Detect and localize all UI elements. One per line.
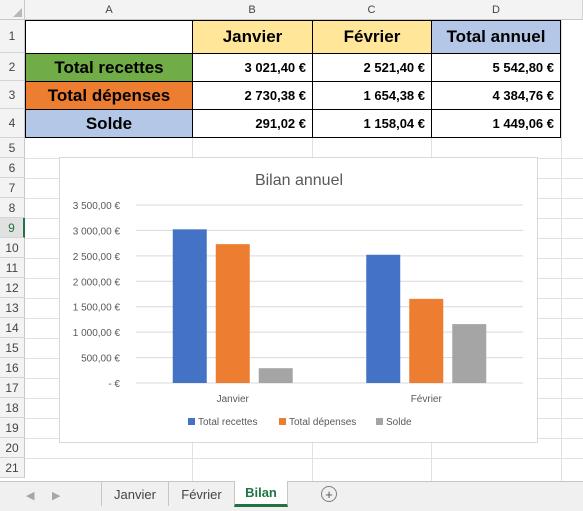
bar-solde-janvier[interactable]	[258, 368, 293, 383]
cell-D3[interactable]: 4 384,76 €	[431, 81, 561, 110]
cell-B4[interactable]: 291,02 €	[192, 109, 313, 138]
select-all-button[interactable]	[0, 0, 25, 20]
row-header-15[interactable]: 15	[0, 338, 25, 358]
legend-swatch	[279, 418, 286, 425]
header-total-annuel[interactable]: Total annuel	[431, 20, 561, 54]
tab-janvier[interactable]: Janvier	[101, 482, 168, 506]
row-header-17[interactable]: 17	[0, 378, 25, 398]
tab-bilan[interactable]: Bilan	[234, 481, 288, 507]
column-header-D[interactable]: D	[431, 0, 562, 20]
y-tick-label: 2 500,00 €	[73, 252, 121, 263]
row-header-16[interactable]: 16	[0, 358, 25, 378]
row-header-6[interactable]: 6	[0, 158, 25, 178]
cell-B3[interactable]: 2 730,38 €	[192, 81, 313, 110]
legend-label: Total dépenses	[289, 417, 356, 428]
row-header-10[interactable]: 10	[0, 238, 25, 258]
row-header-13[interactable]: 13	[0, 298, 25, 318]
row-header-14[interactable]: 14	[0, 318, 25, 338]
legend-swatch	[376, 418, 383, 425]
legend-swatch	[188, 418, 195, 425]
legend-label: Solde	[386, 417, 412, 428]
y-tick-label: 2 000,00 €	[73, 277, 121, 288]
row-header-20[interactable]: 20	[0, 438, 25, 458]
label-total-recettes[interactable]: Total recettes	[25, 53, 193, 82]
row-header-5[interactable]: 5	[0, 138, 25, 158]
bar-total-dépenses-janvier[interactable]	[215, 244, 250, 383]
y-tick-label: 1 000,00 €	[73, 328, 121, 339]
bar-solde-février[interactable]	[452, 324, 487, 383]
sheet-tab-bar: ◀ ▶ Janvier Février Bilan +	[0, 481, 583, 511]
row-header-11[interactable]: 11	[0, 258, 25, 278]
tab-fevrier[interactable]: Février	[168, 482, 234, 506]
header-fevrier[interactable]: Février	[312, 20, 432, 54]
plus-circle-icon[interactable]: +	[321, 486, 337, 502]
gridline	[25, 458, 583, 459]
cell-C3[interactable]: 1 654,38 €	[312, 81, 432, 110]
legend-label: Total recettes	[198, 417, 257, 428]
label-total-depenses[interactable]: Total dépenses	[25, 81, 193, 110]
cell-C4[interactable]: 1 158,04 €	[312, 109, 432, 138]
gridline	[561, 20, 562, 481]
cell-D4[interactable]: 1 449,06 €	[431, 109, 561, 138]
row-header-1[interactable]: 1	[0, 20, 25, 53]
row-header-4[interactable]: 4	[0, 109, 25, 138]
row-header-19[interactable]: 19	[0, 418, 25, 438]
column-header-extra[interactable]	[561, 0, 583, 20]
row-header-3[interactable]: 3	[0, 81, 25, 109]
row-header-12[interactable]: 12	[0, 278, 25, 298]
row-header-9[interactable]: 9	[0, 218, 25, 238]
cell-A1[interactable]	[25, 20, 193, 54]
y-tick-label: 500,00 €	[81, 354, 120, 365]
cell-C2[interactable]: 2 521,40 €	[312, 53, 432, 82]
x-tick-label: Février	[411, 394, 443, 405]
row-header-7[interactable]: 7	[0, 178, 25, 198]
chart-title: Bilan annuel	[255, 172, 343, 189]
header-janvier[interactable]: Janvier	[192, 20, 313, 54]
x-tick-label: Janvier	[217, 394, 250, 405]
y-tick-label: 3 000,00 €	[73, 226, 121, 237]
label-solde[interactable]: Solde	[25, 109, 193, 138]
cell-D2[interactable]: 5 542,80 €	[431, 53, 561, 82]
y-tick-label: 3 500,00 €	[73, 201, 121, 212]
row-header-2[interactable]: 2	[0, 53, 25, 81]
row-header-8[interactable]: 8	[0, 198, 25, 218]
bar-total-recettes-février[interactable]	[366, 254, 401, 383]
row-header-21[interactable]: 21	[0, 458, 25, 478]
bar-total-dépenses-février[interactable]	[409, 298, 444, 383]
column-header-A[interactable]: A	[25, 0, 194, 20]
row-header-18[interactable]: 18	[0, 398, 25, 418]
y-tick-label: - €	[108, 379, 120, 390]
column-header-B[interactable]: B	[192, 0, 313, 20]
y-tick-label: 1 500,00 €	[73, 303, 121, 314]
cell-B2[interactable]: 3 021,40 €	[192, 53, 313, 82]
column-header-C[interactable]: C	[312, 0, 432, 20]
bar-total-recettes-janvier[interactable]	[172, 229, 207, 383]
chevron-right-icon[interactable]: ▶	[52, 490, 61, 502]
bar-chart[interactable]: Bilan annuel - € 500,00 € 1 000,00 € 1 500,…	[59, 157, 538, 443]
chevron-left-icon[interactable]: ◀	[26, 490, 35, 502]
